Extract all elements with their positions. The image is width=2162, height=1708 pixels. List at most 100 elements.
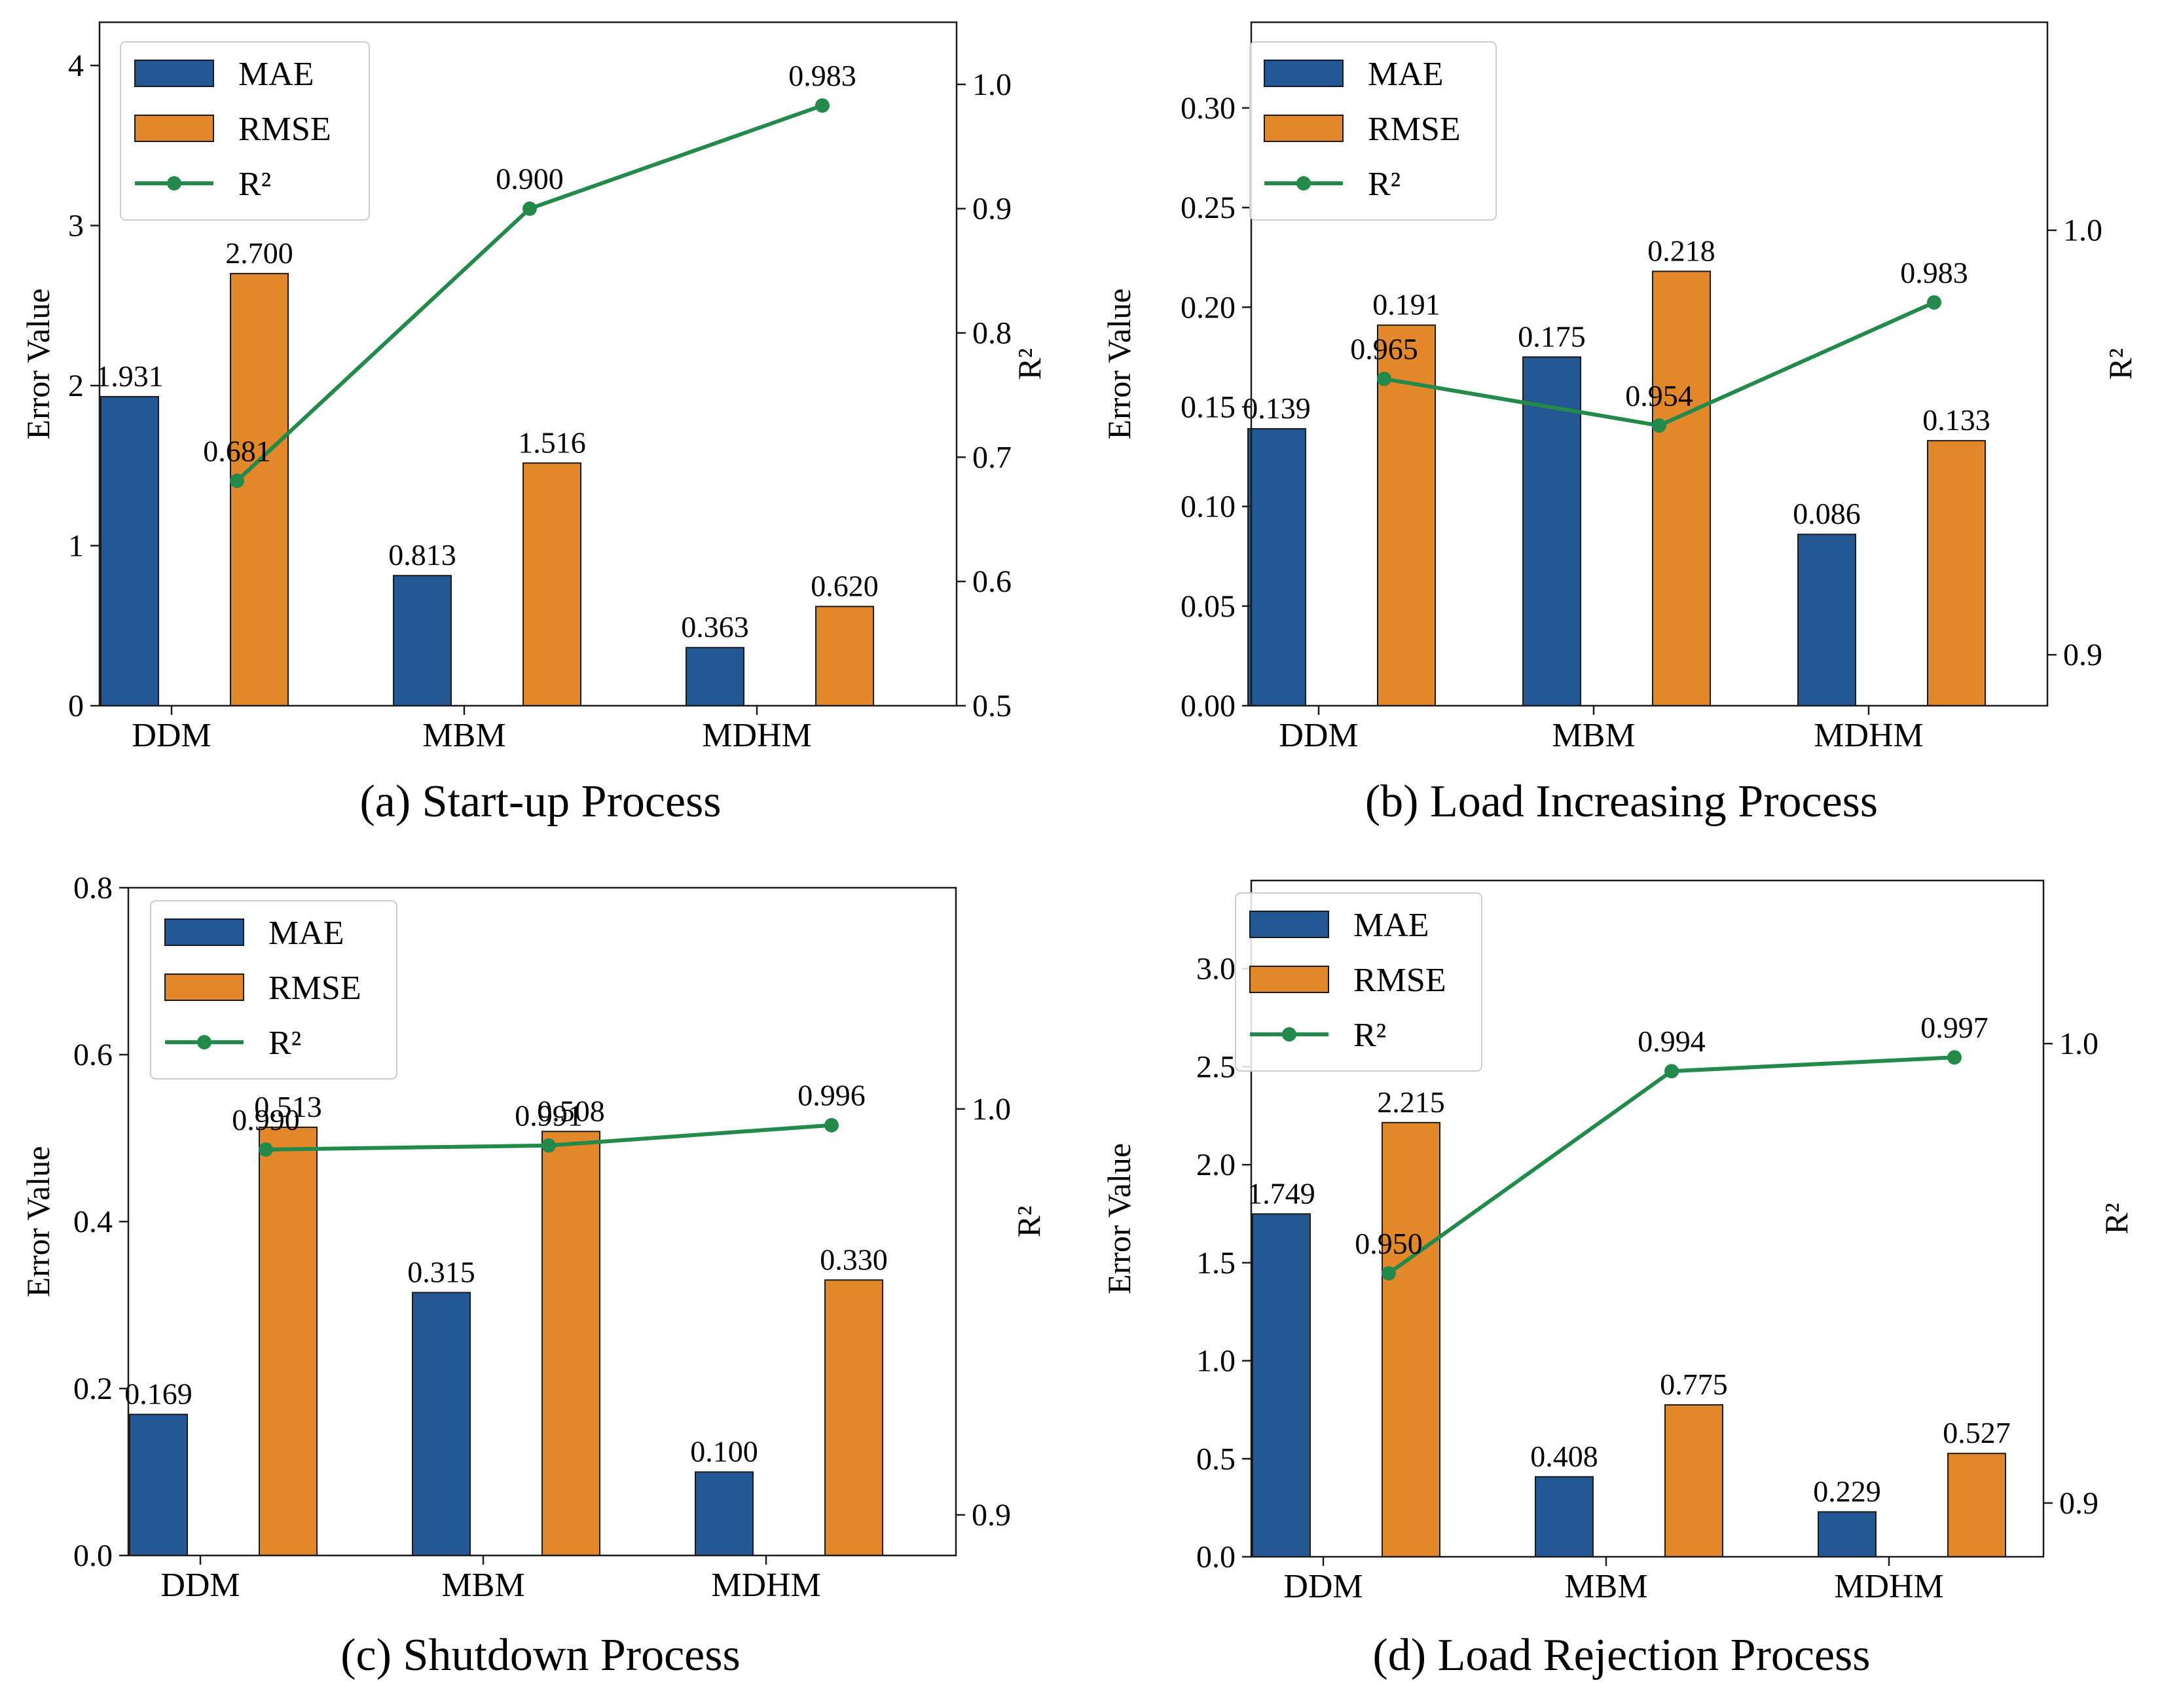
point-r2-ddm (1382, 1266, 1396, 1281)
bar-rmse-mdhm (815, 606, 874, 706)
y2-tick-label: 0.9 (972, 1498, 1011, 1533)
panel-shutdown: 0.169 0.315 0.100 0.513 0.508 0.330 0.0 0.2 0.4 0… (0, 854, 1081, 1707)
bar-rmse-mdhm (1927, 440, 1986, 706)
legend-label-rmse: RMSE (238, 111, 331, 148)
y-tick-label: 3 (68, 209, 84, 244)
bar-mae-mbm (412, 1292, 471, 1556)
bar-rmse-mdhm (1947, 1453, 2006, 1557)
bar-rmse-ddm (230, 272, 289, 706)
point-r2-ddm (259, 1142, 273, 1157)
point-label-r2-mbm: 0.991 (515, 1099, 583, 1133)
bar-label-rmse-mbm: 1.516 (518, 426, 586, 459)
bar-mae-mdhm (1818, 1511, 1877, 1557)
legend-label-r2: R² (268, 1025, 301, 1062)
point-r2-ddm (1377, 371, 1391, 386)
bar-label-rmse-mdhm: 0.527 (1943, 1416, 2011, 1449)
legend-label-rmse: RMSE (1368, 111, 1461, 148)
bar-rmse-ddm (1382, 1121, 1440, 1557)
bar-rmse-mbm (1652, 270, 1711, 706)
legend-swatch-mae (164, 918, 244, 946)
point-r2-mbm (541, 1138, 556, 1153)
y-tick-label: 0.6 (73, 1038, 113, 1072)
x-tick-label-mdhm: MDHM (1814, 717, 1924, 754)
y2-tick-label: 0.5 (972, 689, 1012, 723)
point-r2-mbm (522, 201, 537, 216)
y-tick-label: 0.20 (1181, 290, 1236, 325)
bar-label-mae-ddm: 1.931 (96, 359, 164, 393)
caption-start-up: (a) Start-up Process (359, 776, 722, 827)
bar-label-mae-mbm: 0.408 (1530, 1440, 1598, 1473)
legend-swatch-rmse (1264, 115, 1344, 142)
y-tick-label: 2 (68, 369, 84, 403)
series-line-r2 (1387, 1055, 1955, 1275)
bar-mae-ddm (1247, 427, 1306, 706)
x-tick-label-mbm: MBM (1564, 1568, 1647, 1605)
y-tick-label: 0.0 (73, 1538, 113, 1573)
y-tick-label: 1 (68, 529, 84, 564)
point-r2-mbm (1664, 1064, 1679, 1079)
bar-label-mae-ddm: 1.749 (1247, 1176, 1315, 1210)
point-r2-mbm (1652, 418, 1666, 433)
bar-label-rmse-mbm: 0.508 (537, 1094, 605, 1127)
bar-label-mae-mbm: 0.175 (1518, 319, 1586, 353)
bar-label-mae-mdhm: 0.086 (1793, 497, 1861, 530)
y-tick-label: 0.10 (1181, 490, 1236, 524)
point-r2-mdhm (1927, 295, 1941, 310)
point-label-r2-mdhm: 0.996 (797, 1079, 866, 1112)
bar-label-rmse-mbm: 0.775 (1660, 1368, 1728, 1401)
y-tick-label: 1.5 (1196, 1246, 1236, 1281)
point-label-r2-ddm: 0.990 (232, 1103, 300, 1136)
point-label-r2-ddm: 0.681 (203, 434, 271, 467)
y2-tick-label: 0.8 (972, 316, 1012, 351)
point-label-r2-mbm: 0.900 (496, 162, 564, 196)
point-label-r2-mdhm: 0.983 (788, 59, 856, 92)
legend-swatch-mae (1249, 911, 1329, 938)
y-axis-title: Error Value (1101, 289, 1137, 440)
bar-rmse-mbm (541, 1131, 600, 1556)
caption-shutdown: (c) Shutdown Process (340, 1630, 741, 1681)
y2-tick-label: 0.9 (2063, 638, 2102, 672)
x-tick-label-ddm: DDM (1279, 717, 1358, 754)
legend-swatch-rmse (134, 115, 214, 142)
point-r2-mdhm (1947, 1050, 1962, 1065)
point-label-r2-mdhm: 0.983 (1900, 256, 1968, 289)
y-tick-label: 3.0 (1196, 952, 1236, 987)
bar-mae-mdhm (686, 647, 744, 707)
bar-rmse-mbm (522, 462, 581, 706)
y-tick-label: 0 (68, 689, 84, 723)
y-tick-label: 0.15 (1181, 390, 1236, 424)
legend-swatch-marker (1296, 176, 1311, 191)
y-axis-title: Error Value (20, 1146, 56, 1298)
y-tick-label: 0.2 (73, 1372, 113, 1406)
y2-tick-label: 1.0 (2063, 213, 2102, 248)
plot-frame (98, 21, 958, 707)
legend-label-mae: MAE (268, 915, 344, 952)
y-tick-label: 1.0 (1196, 1344, 1236, 1379)
y-tick-label: 0.00 (1181, 689, 1236, 723)
y-tick-label: 0.25 (1181, 191, 1236, 225)
y2-tick-label: 0.9 (972, 192, 1012, 227)
bar-label-mae-mdhm: 0.363 (681, 610, 749, 644)
y-tick-label: 4 (68, 48, 84, 83)
point-label-r2-ddm: 0.950 (1355, 1227, 1423, 1260)
legend-label-mae: MAE (1368, 56, 1444, 93)
panel-start-up: 1.931 0.813 0.363 2.700 1.516 0.620 0 1 2 3 4 0.5 0.… (0, 0, 1081, 854)
y2-axis-title: R² (2098, 1203, 2135, 1234)
caption-load-rejection: (d) Load Rejection Process (1372, 1630, 1871, 1681)
bar-label-rmse-mbm: 0.218 (1647, 234, 1715, 267)
y2-tick-label: 1.0 (972, 67, 1012, 102)
bar-label-rmse-mdhm: 0.133 (1922, 403, 1990, 437)
legend-swatch-marker (167, 176, 181, 191)
point-r2-ddm (230, 473, 244, 488)
legend-swatch-mae (1264, 60, 1344, 87)
panel-load-increasing: 0.139 0.175 0.086 0.191 0.218 0.133 0.00 0.05 0.… (1081, 0, 2162, 854)
y-tick-label: 2.5 (1196, 1049, 1236, 1084)
point-label-r2-mbm: 0.954 (1625, 379, 1693, 412)
bar-label-mae-mbm: 0.813 (388, 538, 456, 572)
legend-swatch-rmse (164, 973, 244, 1001)
y2-tick-label: 0.9 (2059, 1486, 2098, 1521)
caption-load-increasing: (b) Load Increasing Process (1365, 776, 1878, 827)
y2-tick-label: 0.6 (972, 564, 1012, 599)
legend-label-r2: R² (238, 166, 271, 203)
bar-label-rmse-ddm: 0.191 (1372, 288, 1440, 321)
